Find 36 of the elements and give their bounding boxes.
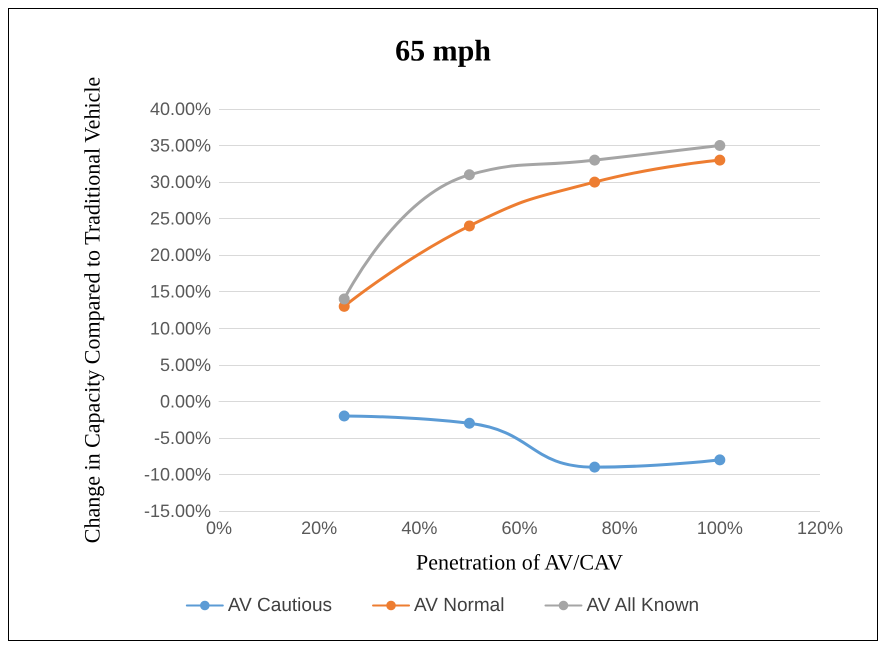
legend-label: AV Cautious xyxy=(228,595,332,616)
point xyxy=(338,410,350,422)
y-axis-title: Change in Capacity Compared to Traditional Vehicle xyxy=(80,76,104,544)
point xyxy=(338,294,350,305)
x-tick-label: 60% xyxy=(501,518,538,538)
y-tick-label: 40.00% xyxy=(150,99,211,119)
chart-title: 65 mph xyxy=(395,34,492,68)
point xyxy=(589,176,600,188)
x-tick-label: 20% xyxy=(301,518,338,538)
y-tick-label: 15.00% xyxy=(150,282,211,302)
point xyxy=(464,418,475,429)
y-tick-label: -5.00% xyxy=(154,428,211,448)
legend-label: AV Normal xyxy=(414,595,504,616)
point xyxy=(589,462,600,473)
y-tick-label: 25.00% xyxy=(150,208,211,229)
y-tick-label: 0.00% xyxy=(160,391,211,412)
point xyxy=(464,220,475,232)
x-tick-label: 80% xyxy=(602,518,638,538)
x-tick-label: 100% xyxy=(696,518,743,538)
point xyxy=(464,169,475,180)
x-tick-label: 0% xyxy=(206,518,232,538)
legend-label: AV All Known xyxy=(586,595,700,616)
y-tick-label: 30.00% xyxy=(150,172,211,192)
point xyxy=(714,140,726,152)
y-tick-label: 20.00% xyxy=(150,245,211,266)
point xyxy=(714,454,726,466)
point xyxy=(714,154,726,166)
y-tick-label: 5.00% xyxy=(160,354,211,375)
y-tick-label: -10.00% xyxy=(144,464,211,484)
x-axis-title: Penetration of AV/CAV xyxy=(416,550,624,574)
point xyxy=(589,154,600,166)
y-tick-label: 35.00% xyxy=(150,136,211,156)
y-tick-label: 10.00% xyxy=(150,318,211,338)
y-tick-label: -15.00% xyxy=(144,501,211,521)
x-tick-label: 120% xyxy=(796,518,844,538)
x-tick-label: 40% xyxy=(401,518,438,538)
